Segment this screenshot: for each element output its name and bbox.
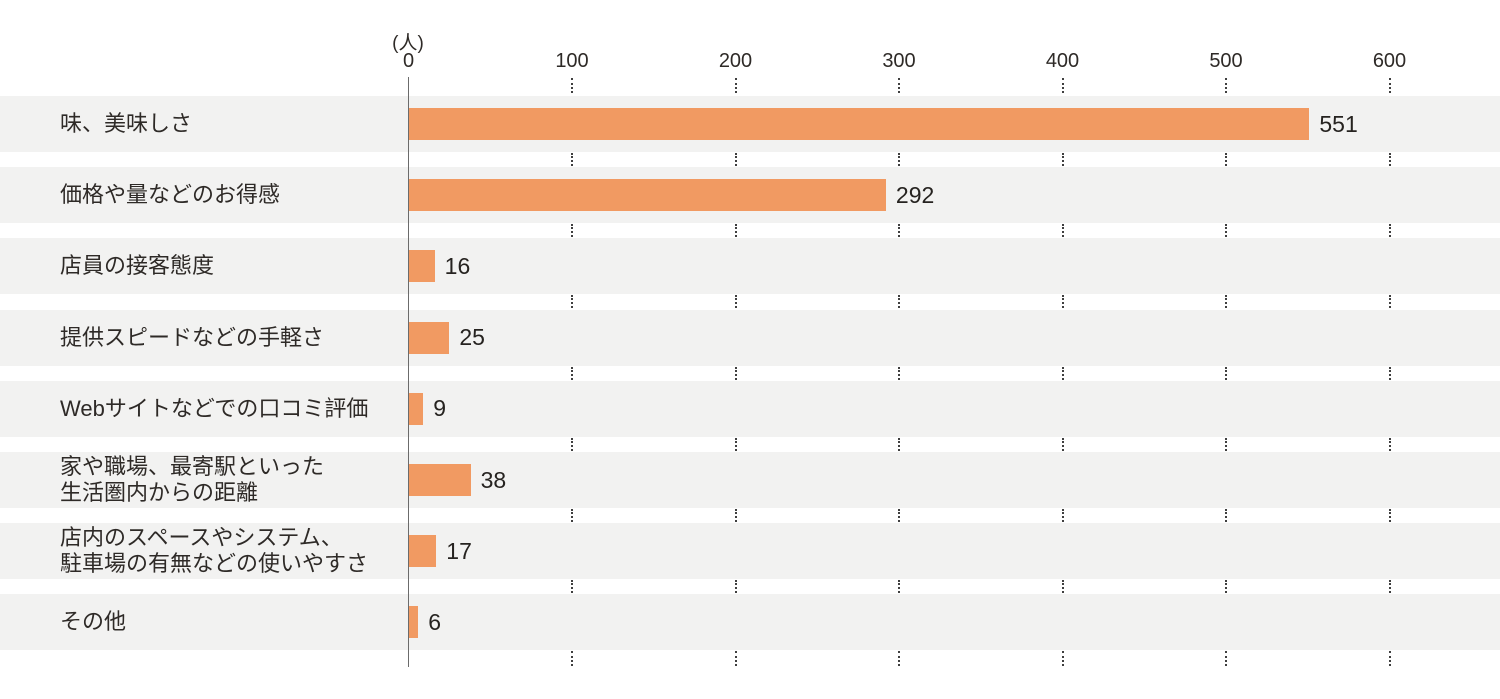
gridline-dotted-segment — [1225, 295, 1227, 309]
gridline-dotted-segment — [571, 437, 573, 451]
gridline-dotted-segment — [1225, 153, 1227, 166]
row-band — [0, 238, 1500, 295]
gridline-dotted-segment — [898, 366, 900, 380]
bar — [408, 392, 424, 425]
gridline-dotted-segment — [571, 78, 573, 93]
category-label: 味、美味しさ — [60, 111, 193, 136]
bar — [408, 250, 435, 283]
gridline-dotted-segment — [1061, 295, 1064, 309]
x-tick-label: 500 — [1209, 50, 1243, 72]
value-label: 17 — [446, 537, 472, 564]
gridline-dotted-segment — [898, 437, 900, 451]
row-band — [0, 452, 1500, 508]
gridline-dotted-segment — [898, 580, 900, 594]
category-label: 家や職場、最寄駅といった 生活圏内からの距離 — [60, 454, 325, 505]
row-band — [0, 523, 1500, 580]
gridline-dotted-segment — [734, 366, 737, 380]
gridline-dotted-segment — [734, 651, 737, 667]
gridline-dotted-segment — [1225, 78, 1227, 93]
gridline-dotted-segment — [898, 509, 900, 522]
gridline-dotted-segment — [1388, 295, 1391, 309]
value-label: 9 — [433, 395, 446, 422]
gridline-dotted-segment — [1388, 509, 1391, 522]
category-label: 店員の接客態度 — [60, 253, 215, 279]
gridline-dotted-segment — [1061, 366, 1064, 380]
value-label: 16 — [444, 252, 471, 279]
gridline-dotted-segment — [734, 153, 737, 166]
bar — [408, 179, 886, 212]
gridline-dotted-segment — [898, 78, 900, 93]
gridline-dotted-segment — [571, 509, 573, 522]
category-label: 提供スピードなどの手軽さ — [60, 324, 325, 350]
gridline-dotted-segment — [1388, 153, 1391, 166]
bar — [408, 535, 437, 568]
gridline-dotted-segment — [571, 224, 573, 238]
bar — [408, 321, 450, 354]
gridline-dotted-segment — [1061, 153, 1064, 166]
bar — [408, 108, 1310, 140]
gridline-dotted-segment — [734, 437, 737, 451]
value-label: 38 — [480, 466, 507, 493]
gridline-dotted-segment — [1225, 224, 1227, 238]
gridline-dotted-segment — [1061, 509, 1064, 522]
category-label: 店内のスペースやシステム、 駐車場の有無などの使いやすさ — [60, 525, 369, 577]
x-tick-label: 100 — [555, 50, 589, 72]
value-label: 551 — [1319, 110, 1358, 137]
gridline-dotted-segment — [734, 509, 737, 522]
x-tick-label: 600 — [1372, 50, 1407, 72]
gridline-dotted-segment — [1225, 651, 1227, 667]
gridline-dotted-segment — [1388, 580, 1391, 594]
gridline-dotted-segment — [734, 580, 737, 594]
gridline-dotted-segment — [1225, 366, 1227, 380]
row-band — [0, 309, 1500, 366]
category-label: その他 — [60, 609, 127, 635]
gridline-dotted-segment — [1388, 366, 1391, 380]
gridline-dotted-segment — [1061, 437, 1064, 451]
row-band — [0, 380, 1500, 437]
x-tick-label: 0 — [402, 50, 415, 72]
gridline-dotted-segment — [1388, 651, 1391, 667]
axis-unit-label: (人) — [392, 33, 424, 54]
bar — [408, 606, 419, 639]
row-band — [0, 594, 1500, 651]
gridline-dotted-segment — [571, 580, 573, 594]
x-tick-label: 400 — [1045, 50, 1080, 72]
x-tick-label: 200 — [718, 50, 753, 72]
value-label: 6 — [428, 608, 442, 635]
gridline-dotted-segment — [734, 295, 737, 309]
gridline-dotted-segment — [1061, 580, 1064, 594]
value-label: 292 — [895, 181, 935, 208]
gridline-dotted-segment — [571, 153, 573, 166]
gridline-dotted-segment — [898, 224, 900, 238]
gridline-dotted-segment — [1388, 224, 1391, 238]
gridline-dotted-segment — [571, 651, 573, 667]
bar — [408, 464, 471, 496]
gridline-dotted-segment — [1061, 78, 1064, 93]
gridline-dotted-segment — [898, 651, 900, 667]
gridline-dotted-segment — [1225, 509, 1227, 522]
gridline-dotted-segment — [1225, 437, 1227, 451]
gridline-dotted-segment — [898, 153, 900, 166]
category-label: Webサイトなどでの口コミ評価 — [60, 395, 369, 421]
gridline-dotted-segment — [571, 295, 573, 309]
gridline-dotted-segment — [1061, 224, 1064, 238]
gridline-dotted-segment — [571, 366, 573, 380]
gridline-dotted-segment — [898, 295, 900, 309]
x-tick-label: 300 — [882, 50, 916, 72]
gridline-dotted-segment — [1388, 78, 1391, 93]
category-label: 価格や量などのお得感 — [60, 182, 281, 208]
gridline-dotted-segment — [1388, 437, 1391, 451]
gridline-dotted-segment — [734, 224, 737, 238]
gridline-dotted-segment — [1225, 580, 1227, 594]
gridline-dotted-segment — [734, 78, 737, 93]
value-label: 25 — [459, 324, 485, 351]
y-axis-line — [407, 77, 410, 668]
gridline-dotted-segment — [1061, 651, 1064, 667]
